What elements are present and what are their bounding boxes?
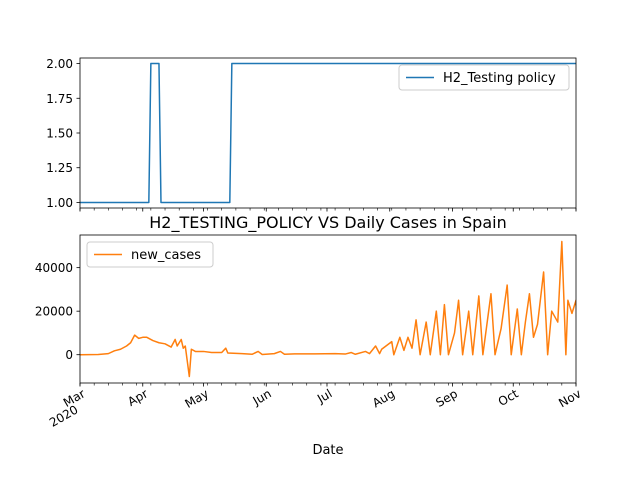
chart-title: H2_TESTING_POLICY VS Daily Cases in Spai… — [149, 213, 506, 233]
series-line-h2-testing-policy — [80, 62, 576, 204]
series-line-new-cases — [80, 240, 576, 378]
top-y-tick-label: 1.00 — [46, 196, 73, 210]
top-y-tick-label: 1.75 — [46, 92, 73, 106]
top-y-tick-label: 1.25 — [46, 161, 73, 175]
top-y-ticks: 1.00 1.25 1.50 1.75 2.00 — [46, 57, 80, 210]
bottom-y-tick-label: 20000 — [35, 305, 73, 319]
bottom-y-tick-label: 0 — [65, 348, 73, 362]
top-legend: H2_Testing policy — [398, 64, 570, 91]
top-y-tick-label: 1.50 — [46, 127, 73, 141]
bottom-x-tick-label: Jul — [314, 386, 334, 406]
top-axes-frame — [79, 57, 577, 209]
bottom-axes-frame — [79, 234, 577, 384]
x-axis-label: Date — [312, 443, 343, 458]
top-x-ticks — [79, 208, 577, 212]
bottom-y-tick-label: 40000 — [35, 261, 73, 275]
bottom-y-ticks: 0 20000 40000 — [35, 261, 80, 362]
top-plot-area — [80, 62, 576, 204]
bottom-legend-box — [86, 241, 214, 268]
bottom-plot-area — [80, 240, 576, 378]
top-legend-box — [398, 64, 570, 91]
bottom-legend-label: new_cases — [131, 248, 201, 263]
top-legend-label: H2_Testing policy — [443, 71, 556, 86]
top-y-tick-label: 2.00 — [46, 57, 73, 71]
top-panel: 1.00 1.25 1.50 1.75 2.00 H2_Testing policy — [46, 57, 577, 212]
bottom-legend: new_cases — [86, 241, 214, 268]
